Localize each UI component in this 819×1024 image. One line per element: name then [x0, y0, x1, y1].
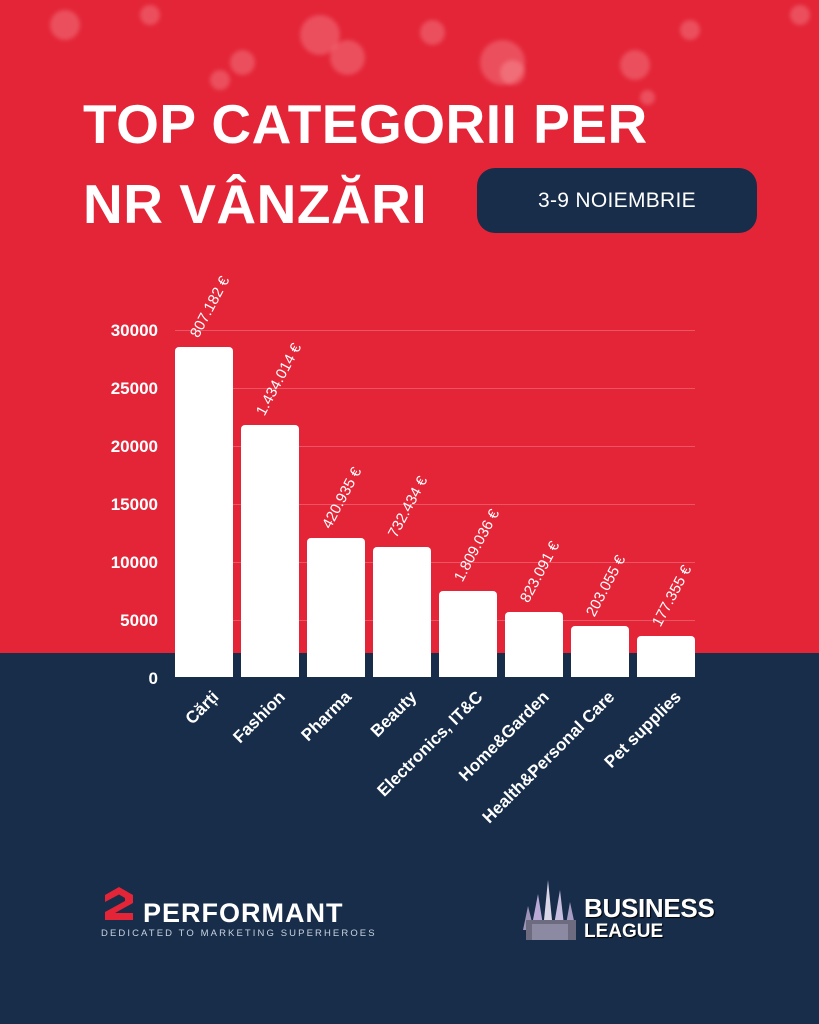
page-title-line1: TOP CATEGORII PER — [83, 93, 648, 155]
grid-line — [175, 446, 695, 447]
y-tick-label: 5000 — [120, 611, 158, 630]
grid-line — [175, 620, 695, 621]
red-background — [0, 0, 819, 653]
category-label: Pharma — [297, 687, 355, 745]
y-tick-label: 10000 — [110, 553, 158, 572]
performant-tagline: DEDICATED TO MARKETING SUPERHEROES — [101, 928, 377, 939]
date-range-badge: 3-9 NOIEMBRIE — [477, 168, 757, 233]
2performant-logo-icon — [105, 887, 133, 920]
castle-icon — [523, 880, 576, 940]
date-range-text: 3-9 NOIEMBRIE — [538, 188, 696, 212]
category-label: Health&Personal Care — [479, 687, 619, 828]
bar-6 — [571, 625, 629, 677]
grid-line — [175, 330, 695, 331]
y-tick-label: 20000 — [110, 437, 158, 456]
grid-line — [175, 504, 695, 505]
grid-line — [175, 562, 695, 563]
business-league-wordmark-line2: LEAGUE — [584, 921, 664, 942]
grid-line — [175, 388, 695, 389]
y-tick-label: 30000 — [110, 321, 158, 340]
y-tick-label: 25000 — [110, 379, 158, 398]
bar-7 — [637, 636, 695, 677]
y-tick-label: 15000 — [110, 495, 158, 514]
bar-3 — [373, 546, 431, 677]
bar-2 — [307, 537, 365, 677]
bar-1 — [241, 425, 299, 677]
bar-0 — [175, 347, 233, 677]
y-tick-label: 0 — [148, 669, 158, 688]
bar-5 — [505, 611, 563, 677]
category-label: Cărți — [181, 687, 223, 729]
bar-4 — [439, 591, 497, 677]
page-title-line2: NR VÂNZĂRI — [83, 173, 428, 235]
category-label: Fashion — [229, 687, 289, 747]
category-label: Beauty — [367, 687, 421, 741]
business-league-wordmark-line1: BUSINESS — [584, 893, 715, 923]
performant-wordmark: PERFORMANT — [143, 898, 344, 928]
